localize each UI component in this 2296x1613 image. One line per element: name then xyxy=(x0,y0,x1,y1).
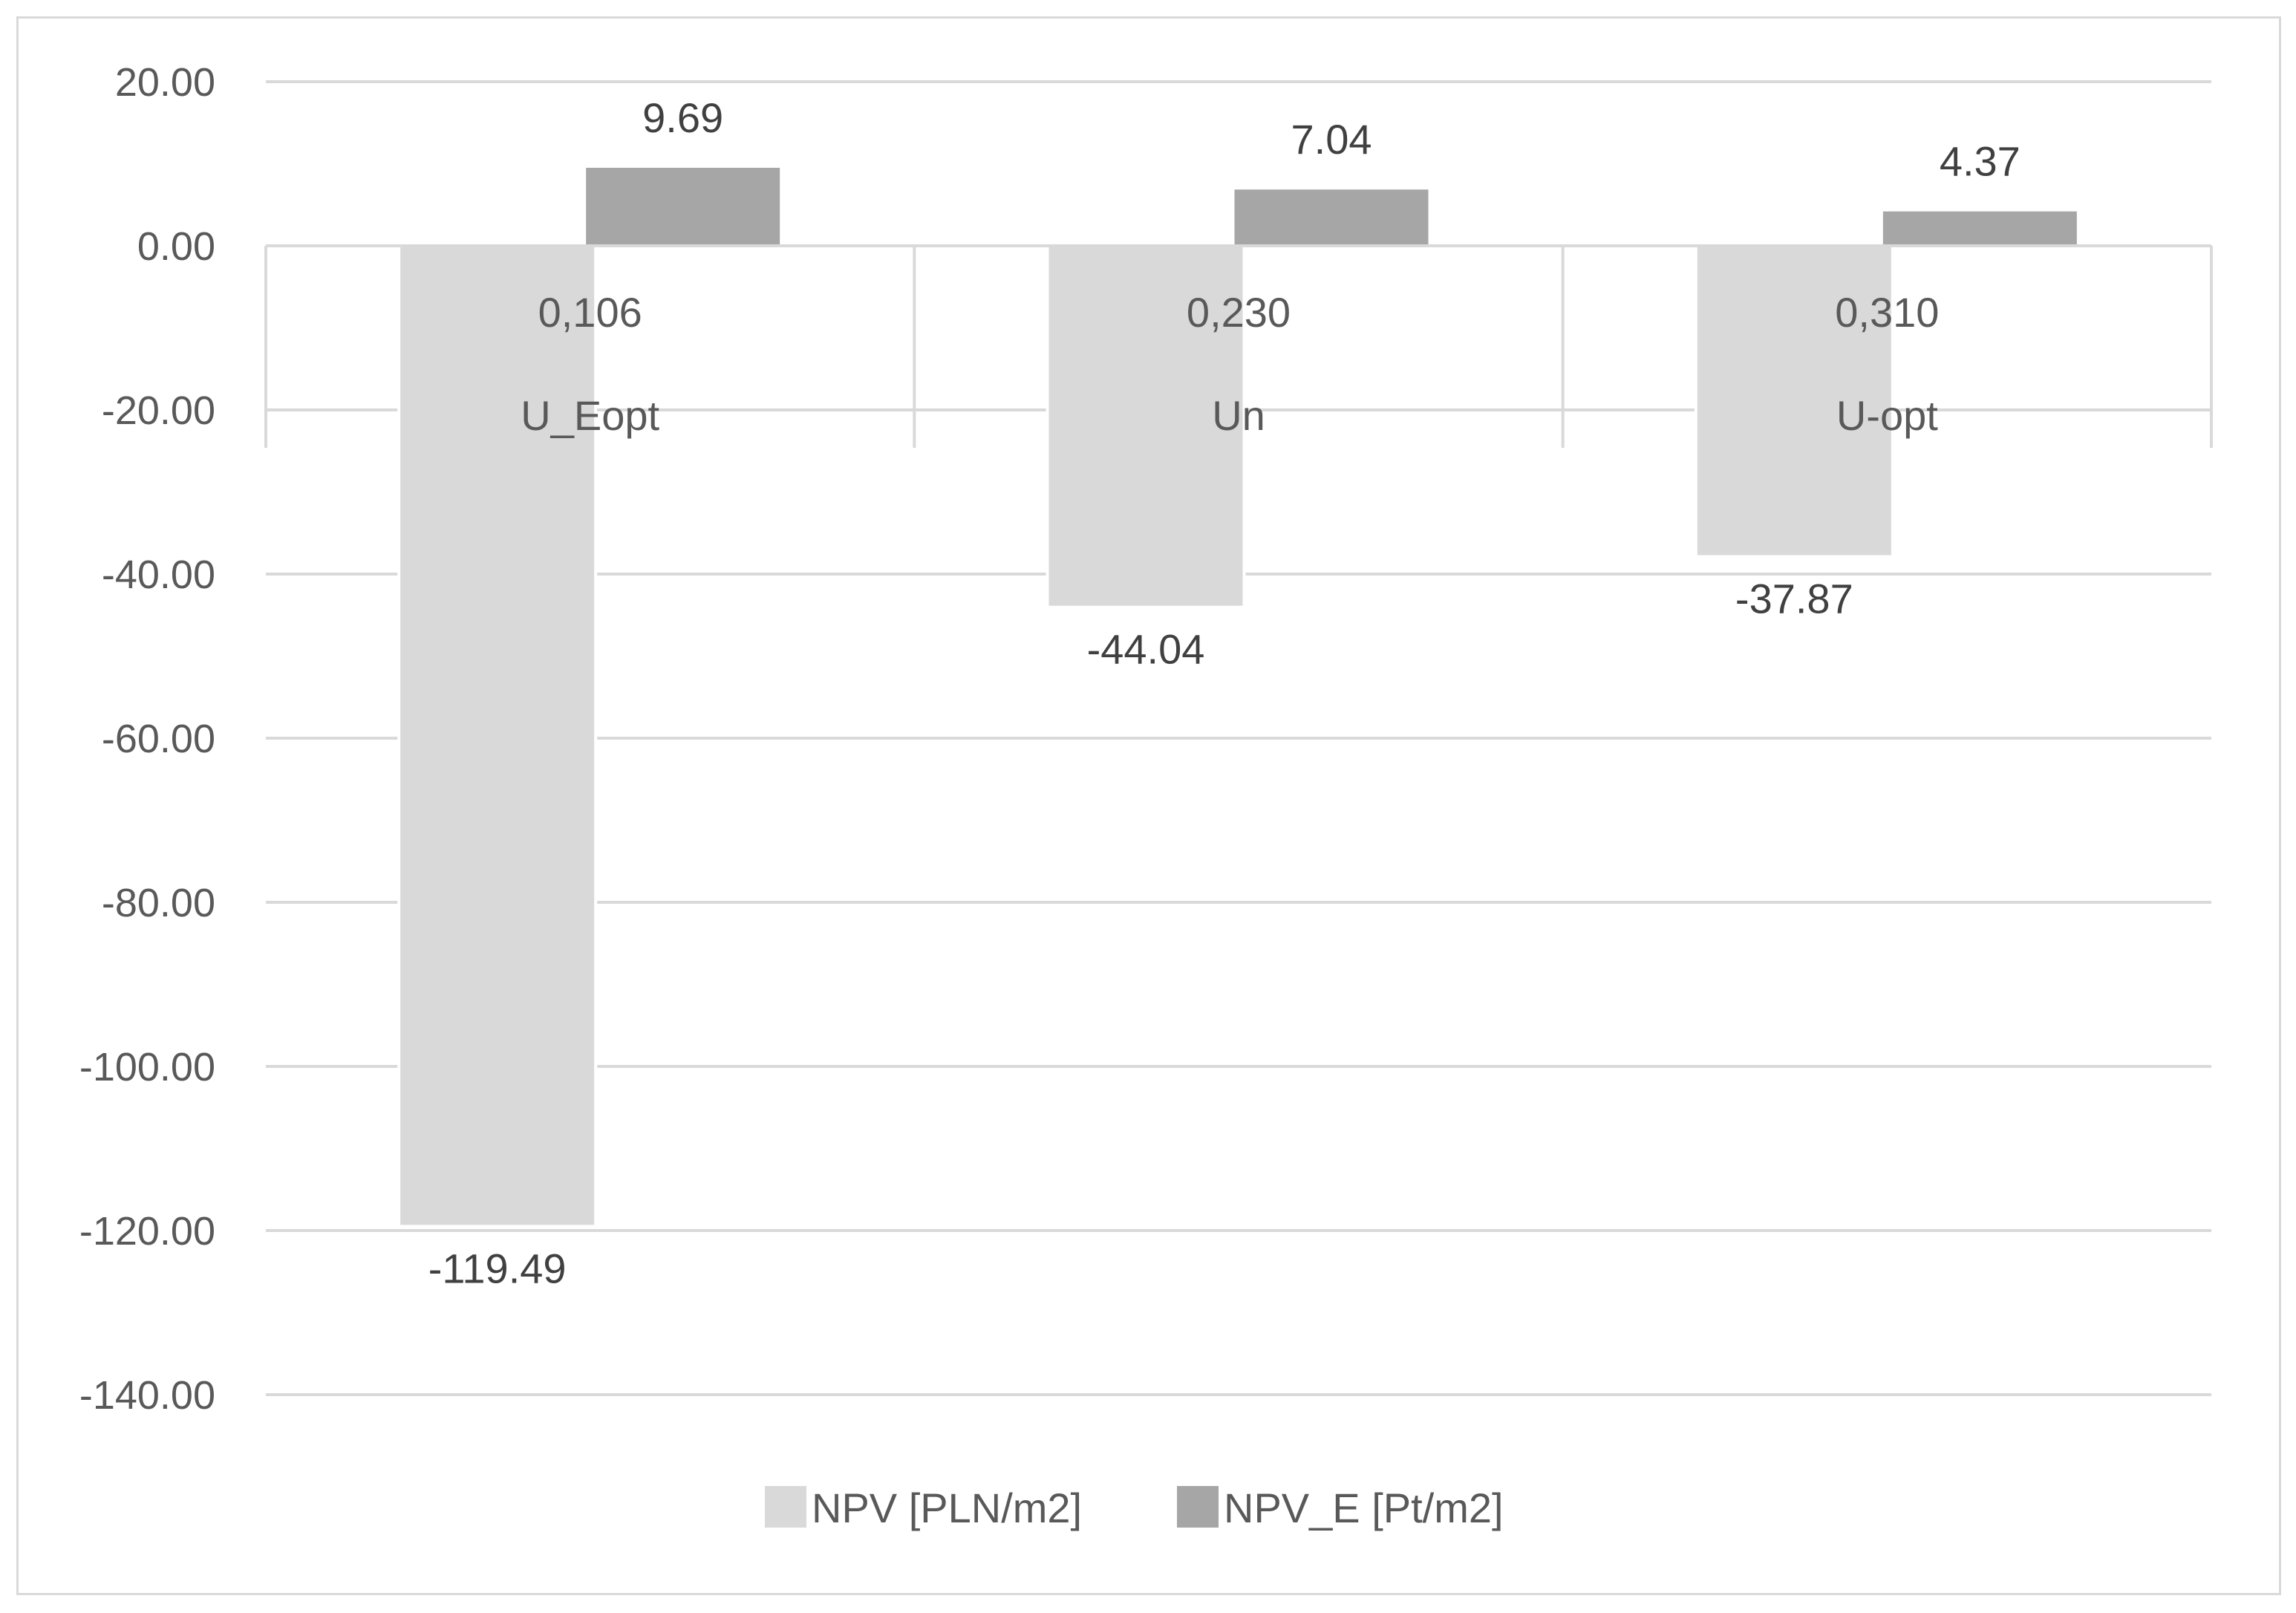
data-label: -37.87 xyxy=(1735,575,1853,622)
data-label: 9.69 xyxy=(642,94,723,141)
category-value-label: 0,230 xyxy=(1187,289,1291,336)
bar xyxy=(584,166,781,246)
data-label: -119.49 xyxy=(428,1245,567,1291)
legend-swatch xyxy=(1177,1486,1219,1528)
y-tick-label: -100.00 xyxy=(79,1045,215,1089)
bar xyxy=(1233,188,1430,246)
y-tick-label: -60.00 xyxy=(102,717,215,761)
category-value-label: 0,106 xyxy=(538,289,642,336)
y-tick-label: -80.00 xyxy=(102,881,215,925)
y-tick-label: -120.00 xyxy=(79,1209,215,1254)
legend-swatch xyxy=(765,1486,806,1528)
category-label: U-opt xyxy=(1836,392,1938,439)
data-label: -44.04 xyxy=(1087,626,1205,673)
y-tick-label: -140.00 xyxy=(79,1373,215,1418)
category-value-label: 0,310 xyxy=(1835,289,1939,336)
legend-label: NPV [PLN/m2] xyxy=(812,1485,1082,1531)
category-label: U_Eopt xyxy=(521,392,659,439)
y-tick-label: 20.00 xyxy=(115,60,215,105)
y-tick-label: -40.00 xyxy=(102,553,215,597)
legend-label: NPV_E [Pt/m2] xyxy=(1224,1485,1504,1531)
data-label: 7.04 xyxy=(1291,116,1372,163)
data-label: 4.37 xyxy=(1940,138,2021,185)
y-tick-label: -20.00 xyxy=(102,388,215,433)
legend: NPV [PLN/m2] NPV_E [Pt/m2] xyxy=(765,1485,1504,1531)
bar xyxy=(1882,210,2078,246)
category-label: Un xyxy=(1212,392,1265,439)
y-tick-label: 0.00 xyxy=(137,224,215,269)
y-axis-ticks: 20.00 0.00 -20.00 -40.00 -60.00 -80.00 -100.00… xyxy=(79,60,215,1418)
